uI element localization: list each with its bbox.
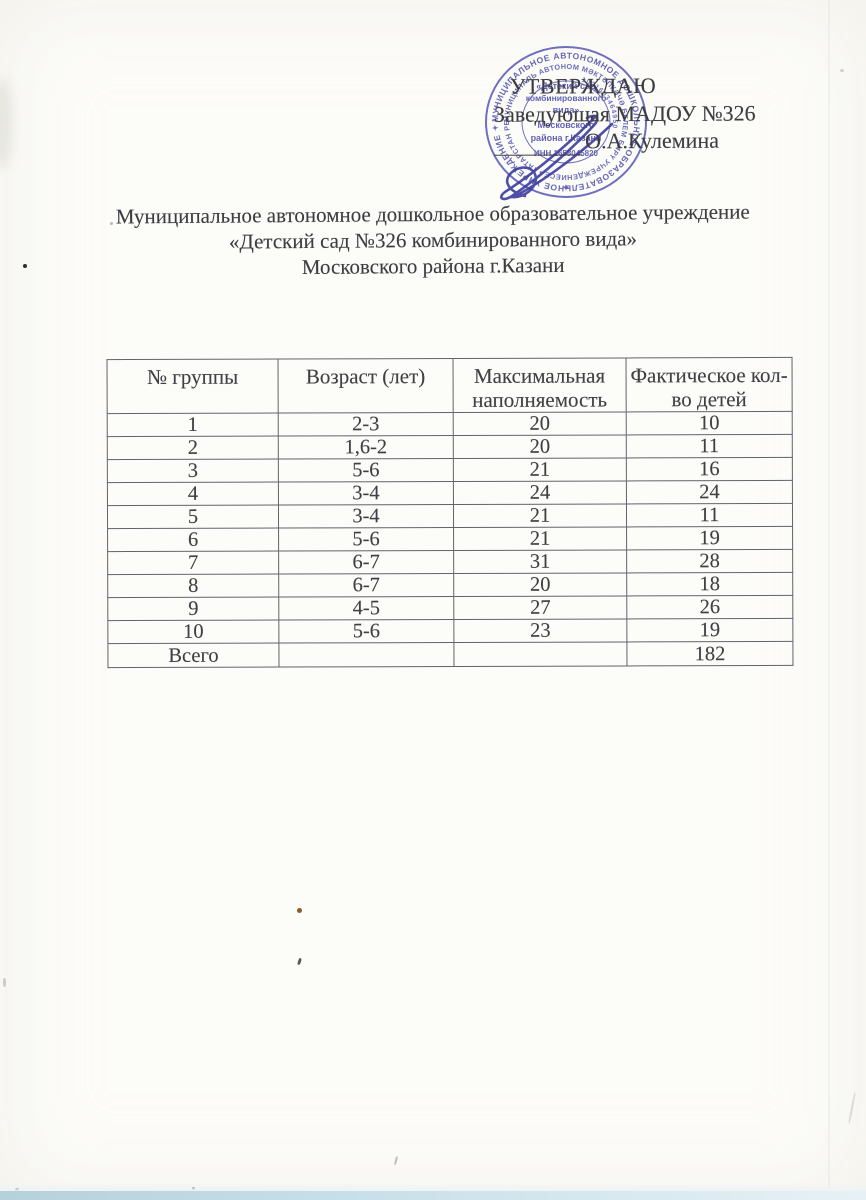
scan-edge-smudge [0,78,12,168]
table-cell: 21 [453,526,627,551]
table-body: 1 2-3 20 10 2 1,6-2 20 11 3 5-6 21 16 4 3-4 24 24 5 3-4 21… [107,411,793,644]
table-cell: 27 [453,595,627,620]
table-cell: 20 [453,411,627,436]
table-row: 6 5-6 21 19 [107,526,793,552]
table-cell: 21 [453,503,627,528]
table-cell: 11 [626,434,793,458]
col-header-actual-children: Фактическое кол- во детей [626,357,793,412]
svg-text:«Детский сад: «Детский сад [536,81,596,91]
table-row: 10 5-6 23 19 [107,618,793,644]
table-cell: 10 [626,411,793,435]
scan-speck [3,978,6,987]
table-cell: 3-4 [278,504,454,529]
scan-speck [393,1155,399,1166]
table-header: № группы Возраст (лет) Максимальная напо… [107,357,793,414]
table-cell: 31 [453,549,627,574]
scan-speck [110,222,113,225]
table-row: 8 6-7 20 18 [107,572,793,598]
scan-bottom-edge [0,1191,866,1200]
signature-line [494,135,583,156]
table-cell: 6 [107,528,279,552]
table-cell: 1,6-2 [278,435,454,460]
handwritten-signature [500,114,614,201]
svg-text:комбинированного: комбинированного [526,93,607,103]
table-cell: 5 [107,505,279,529]
approval-block: УТВЕРЖДАЮ Заведующая МАДОУ №326 О.А.Куле… [493,71,794,156]
table-row: 2 1,6-2 20 11 [107,434,793,460]
table-cell: 4-5 [278,596,454,621]
table-cell: 5-6 [278,458,454,483]
stamp-diamond-icon: ✦ [562,183,570,194]
table-row: 7 6-7 31 28 [107,549,793,575]
scan-scratch [847,1092,857,1124]
table-cell: 1 [107,413,279,437]
table-cell: 4 [107,482,279,506]
svg-text:района г.Казани: района г.Казани [531,133,602,143]
svg-text:Московского: Московского [537,120,595,130]
svg-text:вида»: вида» [553,105,580,115]
org-title-line3: Московского района г.Казани [301,252,565,279]
table-cell: 7 [107,551,279,575]
organization-title: Муниципальное автономное дошкольное обра… [18,199,849,283]
scan-speck [296,957,303,966]
table-cell: 8 [107,574,279,598]
table-cell: 5-6 [278,527,454,552]
table-cell: 6-7 [278,573,454,598]
table-cell: 16 [626,457,793,481]
col-header-max-capacity: Максимальная наполняемость [453,357,627,413]
total-empty-cell [453,641,627,667]
table-cell: 10 [107,620,279,644]
table-total-row: Всего 182 [107,641,793,668]
table-cell: 28 [626,549,793,573]
table-cell: 18 [626,572,793,596]
table-cell: 20 [453,434,627,459]
table-row: 4 3-4 24 24 [107,480,793,506]
table-header-row: № группы Возраст (лет) Максимальная напо… [107,357,793,414]
table-cell: 2 [107,436,279,460]
approval-heading: УТВЕРЖДАЮ [509,72,657,99]
table-cell: 3 [107,459,279,483]
scan-speck [297,908,302,913]
table-cell: 20 [453,572,627,597]
table-row: 1 2-3 20 10 [107,411,793,437]
table-cell: 23 [453,618,627,643]
stamp-outer-circle [485,46,647,198]
table-cell: 26 [626,595,793,619]
scan-speck [23,264,27,268]
table-cell: 5-6 [278,619,454,644]
round-stamp: МУНИЦИПАЛЬНОЕ АВТОНОМНОЕ ДОШКОЛЬНОЕ ОБРА… [478,38,647,201]
table-cell: 24 [626,480,793,504]
table-row: 9 4-5 27 26 [107,595,793,621]
scan-bottom-fade [0,1183,866,1191]
col-header-group-number: № группы [107,359,279,414]
total-empty-cell [278,642,454,668]
approval-position: Заведующая МАДОУ №326 [493,99,756,127]
table-cell: 2-3 [278,412,454,437]
table-cell: 6-7 [278,550,454,575]
table-cell: 19 [626,618,793,642]
table-cell: 24 [453,480,627,505]
table-row: 5 3-4 21 11 [107,503,793,529]
table-cell: 19 [626,526,793,550]
scan-fold-line [828,0,830,1200]
col-header-age: Возраст (лет) [278,358,454,414]
table-row: 3 5-6 21 16 [107,457,793,483]
total-value-cell: 182 [626,641,793,666]
total-label-cell: Всего [107,643,279,668]
signature-row: О.А.Кулемина [494,126,794,156]
table-cell: 3-4 [278,481,454,506]
table-cell: 9 [107,597,279,621]
groups-table: № группы Возраст (лет) Максимальная напо… [107,357,794,668]
scan-speck [840,69,844,72]
table-cell: 21 [453,457,627,482]
table-cell: 11 [626,503,793,527]
approver-name: О.А.Кулемина [585,127,720,154]
